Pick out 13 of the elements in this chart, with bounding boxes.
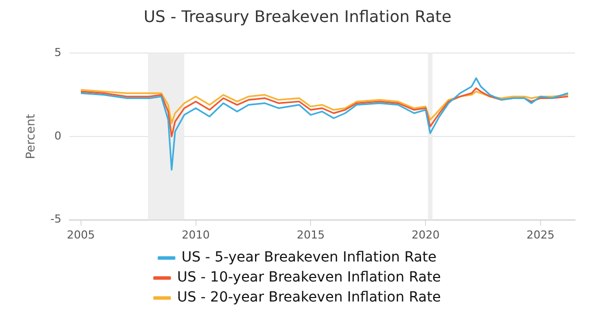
- y-tick-label: -5: [50, 212, 62, 226]
- x-tick-label: 2005: [66, 228, 95, 242]
- x-tick-label: 2025: [526, 228, 555, 242]
- legend-label: US - 10-year Breakeven Inflation Rate: [177, 270, 441, 286]
- legend-label: US - 5-year Breakeven Inflation Rate: [182, 250, 436, 266]
- x-tick-label: 2015: [296, 228, 325, 242]
- y-axis-title: Percent: [23, 114, 38, 160]
- x-tick-label: 2020: [412, 228, 440, 242]
- chart-title: US - Treasury Breakeven Inflation Rate: [144, 6, 452, 26]
- x-tick-label: 2010: [182, 228, 210, 242]
- legend-label: US - 20-year Breakeven Inflation Rate: [177, 290, 441, 306]
- y-tick-label: 0: [54, 129, 62, 142]
- y-tick-label: 5: [54, 46, 62, 60]
